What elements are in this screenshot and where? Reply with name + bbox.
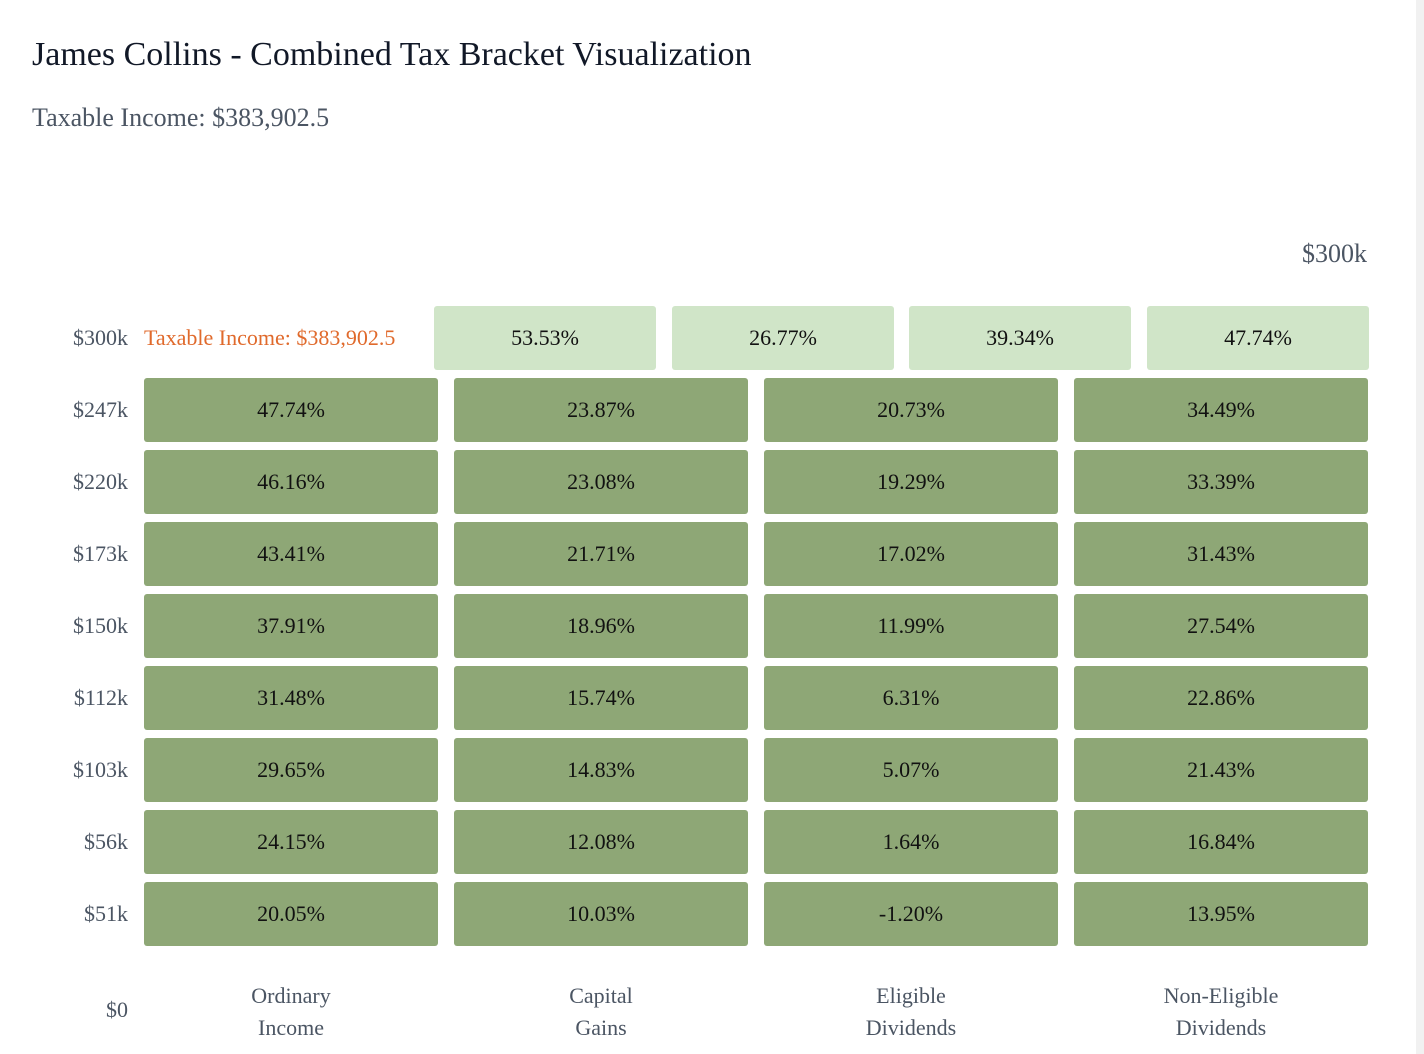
column-label-line: Eligible	[876, 983, 946, 1008]
y-tick-label: $150k	[73, 613, 128, 638]
bracket-cell: 17.02%	[764, 522, 1058, 586]
bracket-cell: 13.95%	[1074, 882, 1368, 946]
bracket-cell: 47.74%	[144, 378, 438, 442]
top-bracket-cell: 26.77%	[672, 306, 894, 370]
bracket-cell: 10.03%	[454, 882, 748, 946]
y-tick-label: $112k	[73, 685, 128, 710]
top-bracket-cell: 39.34%	[909, 306, 1131, 370]
bracket-cell: 23.08%	[454, 450, 748, 514]
column-label-line: Dividends	[865, 1015, 957, 1040]
page-title: James Collins - Combined Tax Bracket Vis…	[32, 36, 752, 73]
y-tick-label: $300k	[73, 325, 128, 350]
bracket-cell: 1.64%	[764, 810, 1058, 874]
bracket-cell: 6.31%	[764, 666, 1058, 730]
column-label-line: Non-Eligible	[1163, 983, 1279, 1008]
taxable-income-marker: Taxable Income: $383,902.5	[144, 325, 396, 350]
bracket-cell: 24.15%	[144, 810, 438, 874]
taxable-income-subtitle: Taxable Income: $383,902.5	[32, 103, 330, 132]
bracket-cell: 19.29%	[764, 450, 1058, 514]
y-tick-label: $103k	[73, 757, 128, 782]
bracket-cell: 18.96%	[454, 594, 748, 658]
bracket-cell: 22.86%	[1074, 666, 1368, 730]
bracket-cell: 21.71%	[454, 522, 748, 586]
column-label: Capital Gains	[454, 980, 748, 1044]
y-tick-label: $51k	[84, 901, 128, 926]
bracket-cell: 12.08%	[454, 810, 748, 874]
bracket-cell: 20.05%	[144, 882, 438, 946]
top-bracket-cell: 47.74%	[1147, 306, 1369, 370]
column-label-line: Income	[258, 1015, 324, 1040]
bracket-cell: 23.87%	[454, 378, 748, 442]
y-tick-label: $56k	[84, 829, 128, 854]
y-tick-label: $0	[106, 997, 128, 1022]
column-label-line: Capital	[569, 983, 633, 1008]
bracket-cell: 31.43%	[1074, 522, 1368, 586]
top-bracket-cell: 53.53%	[434, 306, 656, 370]
column-label: Ordinary Income	[144, 980, 438, 1044]
bracket-cell: 27.54%	[1074, 594, 1368, 658]
y-tick-label: $247k	[73, 397, 128, 422]
column-label-line: Dividends	[1175, 1015, 1267, 1040]
bracket-cell: 46.16%	[144, 450, 438, 514]
bracket-cell: 16.84%	[1074, 810, 1368, 874]
bracket-cell: 11.99%	[764, 594, 1058, 658]
bracket-cell: 37.91%	[144, 594, 438, 658]
scrollbar-track[interactable]	[1416, 0, 1424, 1054]
bracket-cell: 21.43%	[1074, 738, 1368, 802]
column-label-line: Ordinary	[251, 983, 331, 1008]
bracket-cell: 15.74%	[454, 666, 748, 730]
bracket-cell: 20.73%	[764, 378, 1058, 442]
top-threshold-label: $300k	[1302, 239, 1367, 268]
bracket-cell: 31.48%	[144, 666, 438, 730]
column-label: Eligible Dividends	[764, 980, 1058, 1044]
bracket-cell: 14.83%	[454, 738, 748, 802]
bracket-cell: 5.07%	[764, 738, 1058, 802]
bracket-cell: -1.20%	[764, 882, 1058, 946]
y-tick-label: $220k	[73, 469, 128, 494]
bracket-cell: 43.41%	[144, 522, 438, 586]
column-label: Non-Eligible Dividends	[1074, 980, 1368, 1044]
y-tick-label: $173k	[73, 541, 128, 566]
bracket-cell: 34.49%	[1074, 378, 1368, 442]
bracket-cell: 29.65%	[144, 738, 438, 802]
column-label-line: Gains	[575, 1015, 627, 1040]
bracket-cell: 33.39%	[1074, 450, 1368, 514]
